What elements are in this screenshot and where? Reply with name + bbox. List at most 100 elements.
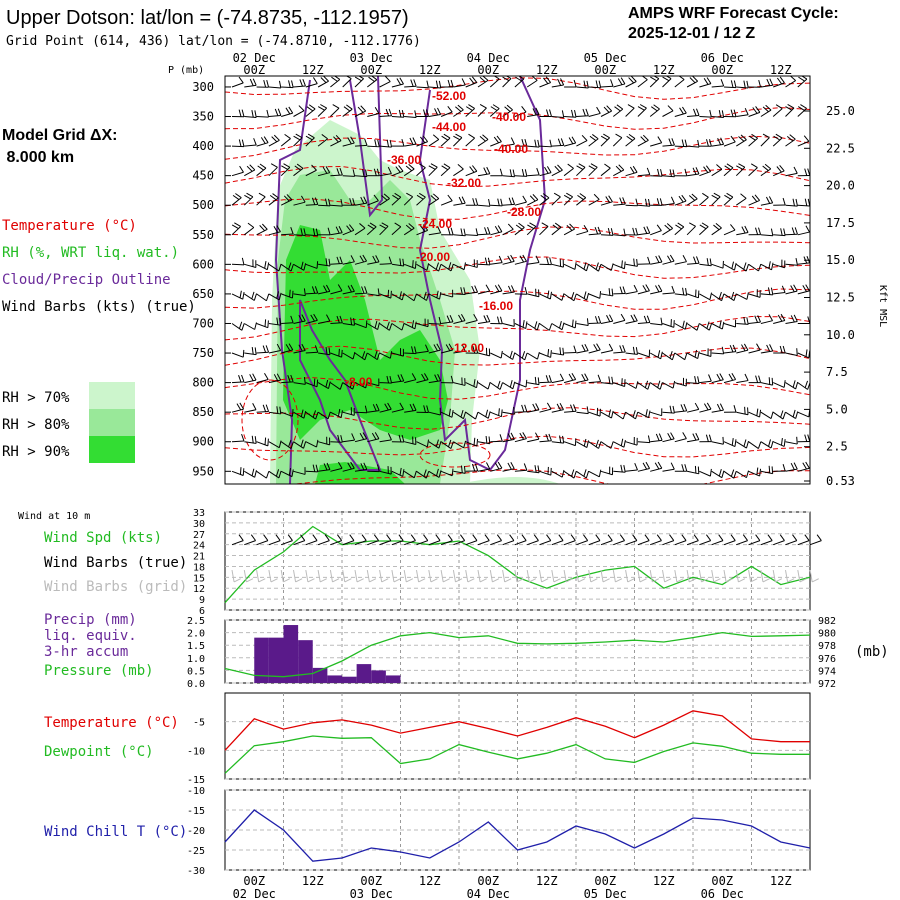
wind-barb (674, 106, 687, 117)
wind-barb (772, 133, 783, 147)
wind-barb (391, 374, 405, 384)
wind-barb (318, 462, 331, 472)
wind-barb (711, 468, 725, 479)
wind-barb (797, 316, 810, 324)
wind-barb (613, 411, 626, 420)
wind-barb (810, 405, 823, 414)
wind-barb-grid (662, 570, 672, 583)
wind-barb (317, 134, 328, 147)
wind-barb (440, 262, 454, 272)
wind-barb (317, 76, 329, 88)
wind-barb (674, 432, 687, 443)
wind-barb (625, 284, 638, 295)
y-tick-label: -5 (193, 718, 205, 729)
wind-barb (674, 194, 687, 206)
wind-barb (244, 110, 257, 119)
wind-barb (613, 260, 626, 270)
wind-barb (379, 166, 392, 177)
wind-barb (256, 319, 269, 329)
temperature-contour-label: -40.00 (492, 110, 526, 124)
wind-barb (416, 439, 430, 448)
wind-barb (527, 107, 540, 117)
wind-barb (268, 469, 282, 479)
wind-barb (465, 285, 479, 295)
precip-bar (268, 637, 284, 683)
wind-barb-10m (465, 534, 478, 546)
wind-barb (637, 198, 651, 207)
wind-barb (502, 137, 515, 147)
wind-barb (379, 76, 391, 88)
time-tick-label: 00Z (594, 874, 616, 888)
temp-panel-plot: -5 -10 -15 (187, 692, 811, 786)
forecast-cycle-value: 2025-12-01 / 12 Z (628, 25, 755, 42)
wind-speed-line (224, 525, 811, 604)
wind-barb (318, 227, 331, 236)
wind-barb (576, 80, 589, 89)
wind-barb (490, 284, 503, 295)
wind-barb (280, 468, 294, 478)
wind-barb (367, 432, 380, 443)
wind-barb (280, 439, 294, 449)
wind-barb (256, 293, 270, 302)
wind-barb (268, 343, 282, 354)
wind-barb (256, 109, 270, 118)
wind-barb (305, 464, 319, 473)
wind-barb (342, 224, 355, 236)
wind-barb (440, 163, 451, 177)
wind-barb (650, 408, 663, 417)
time-tick-label: 00Z (477, 874, 499, 888)
wind-barb-grid (588, 570, 598, 583)
wind-barb-10m (268, 534, 281, 546)
wind-barb (477, 104, 487, 117)
wind-barb (453, 409, 467, 420)
temperature-contour-label: -12.00 (450, 341, 484, 355)
wind-barb (637, 409, 651, 419)
wind-barb (391, 109, 405, 118)
wind-barb-grid (785, 570, 795, 583)
wind-barb (490, 408, 503, 418)
wind-barb (280, 194, 293, 206)
wind-barb (502, 406, 515, 415)
wind-barb (773, 164, 785, 177)
pressure-tick-label: 700 (192, 316, 214, 330)
y-tick-label: -20 (187, 826, 205, 837)
wind-barb-10m (539, 534, 552, 546)
wind-barb (773, 313, 786, 324)
wind-barb-10m (256, 534, 269, 546)
wind-barb-10m (551, 534, 564, 546)
wind-barb (416, 291, 430, 301)
date-tick-label: 02 Dec (233, 887, 276, 900)
wind-barb (477, 257, 491, 266)
wind-barb (785, 462, 798, 472)
wind-barb (785, 104, 795, 117)
wind-barb (563, 292, 577, 302)
wind-barb (354, 223, 366, 236)
wind-barb (268, 134, 280, 147)
y-tick-label: -10 (187, 786, 205, 797)
wind-barb (404, 436, 417, 446)
wind-barb (305, 439, 319, 448)
wind-barb (674, 222, 685, 236)
wind-barb (687, 139, 700, 148)
y-tick-label: 12 (193, 584, 205, 595)
wind-barb (785, 166, 798, 177)
temperature-line (224, 710, 810, 751)
wind-barb (293, 314, 306, 324)
wind-barb (514, 320, 528, 330)
legend-rh90: RH > 90% (2, 444, 70, 460)
pressure-tick-label: 550 (192, 228, 214, 242)
wind-barb-grid (760, 570, 770, 583)
pressure-tick-label: 350 (192, 110, 214, 124)
wind-barb (772, 380, 786, 388)
wind-barb-10m (453, 534, 466, 546)
wind-barb (428, 407, 441, 416)
wind-barb (268, 440, 282, 449)
wind-barb (404, 403, 417, 413)
wind-barb (330, 434, 343, 443)
wind-barb (760, 287, 774, 296)
wind-barb (723, 192, 734, 206)
wind-barb (785, 314, 798, 324)
wind-barb (748, 133, 758, 147)
wind-barb (256, 470, 270, 479)
wind-barb (773, 228, 786, 237)
